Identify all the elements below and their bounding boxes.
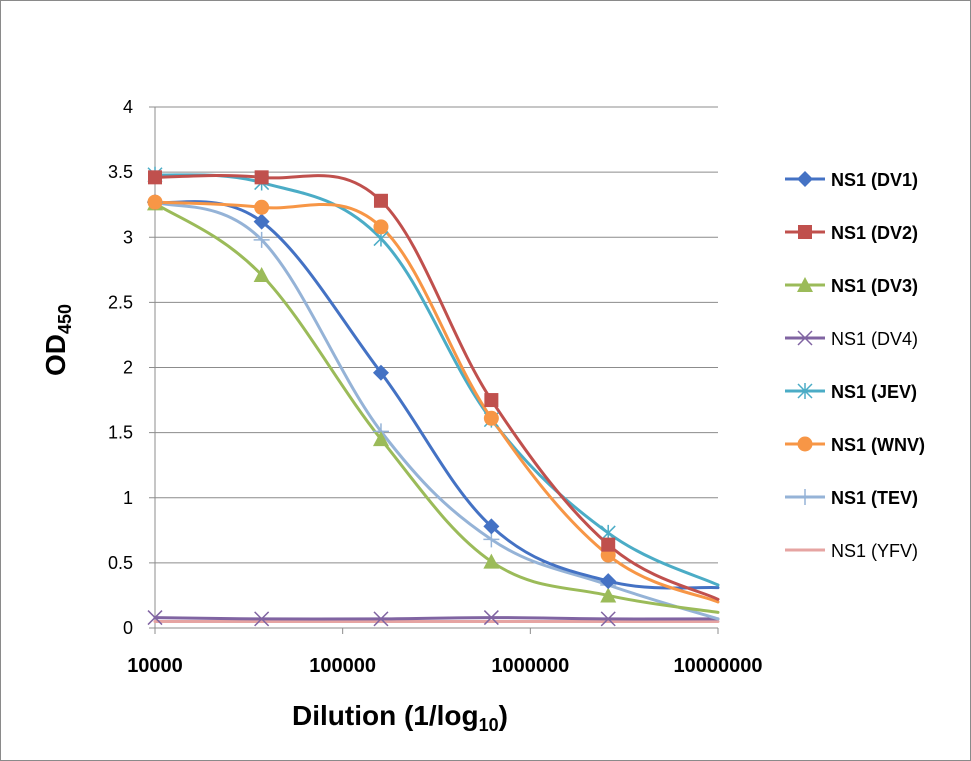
data-point [147,610,163,626]
data-point [483,410,499,426]
data-point [373,193,388,208]
legend-label: NS1 (DV3) [831,276,918,296]
data-point [147,194,163,210]
data-point [373,219,389,235]
y-axis-title: OD450 [40,303,75,377]
legend-label: NS1 (WNV) [831,435,925,455]
x-axis-title: Dilution (1/log10) [292,700,508,735]
data-point [600,573,617,590]
y-tick-label: 1.5 [108,423,133,443]
series-line [153,200,720,604]
series-line [153,616,720,621]
y-tick-label: 2 [123,358,133,378]
legend-marker [797,171,813,187]
y-tick-label: 0.5 [108,553,133,573]
data-point [372,364,389,381]
y-tick-label: 1 [123,488,133,508]
series-line [153,173,720,601]
legend-marker [797,383,813,399]
legend-label: NS1 (YFV) [831,541,918,561]
legend-label: NS1 (DV1) [831,170,918,190]
x-tick-label: 10000 [127,655,183,677]
legend-marker [797,436,813,452]
data-point [373,611,389,627]
legend-marker [798,225,812,239]
y-tick-label: 4 [123,97,133,117]
data-point [253,231,270,248]
y-tick-label: 3 [123,227,133,247]
series-line [153,200,720,590]
y-tick-labels: 0 0.5 1 1.5 2 2.5 3 3.5 4 [108,97,133,638]
legend-label: NS1 (JEV) [831,382,917,402]
data-point [253,213,270,230]
series-lines [153,173,720,623]
series-line [153,200,720,621]
x-tick-label: 10000000 [674,655,763,677]
y-tick-label: 0 [123,618,133,638]
data-point [254,611,270,627]
series-line [153,173,720,587]
legend-marker [797,277,813,292]
legend-marker [797,489,813,505]
legend-label: NS1 (DV4) [831,329,918,349]
data-point [254,170,269,185]
axes [149,106,719,634]
data-point [600,587,617,603]
y-tick-label: 3.5 [108,162,133,182]
y-tick-label: 2.5 [108,292,133,312]
data-point [254,199,270,215]
legend-label: NS1 (TEV) [831,488,918,508]
data-point [600,611,616,627]
data-point [483,518,500,535]
legend-marker [797,330,813,346]
x-tick-labels: 10000 100000 1000000 10000000 [127,655,762,677]
series-markers [147,166,617,627]
x-tick-label: 100000 [309,655,376,677]
data-point [372,431,389,447]
gridlines [155,106,718,564]
data-point [483,610,499,626]
data-point [483,553,500,569]
x-tick-label: 1000000 [491,655,569,677]
data-point [148,170,162,185]
series-line [153,201,720,614]
data-point [253,267,270,283]
legend: NS1 (DV1) NS1 (DV2) NS1 (DV3) NS1 (DV4) NS1 … [785,170,925,561]
data-point [484,393,499,408]
legend-label: NS1 (DV2) [831,223,918,243]
data-point [601,537,616,552]
